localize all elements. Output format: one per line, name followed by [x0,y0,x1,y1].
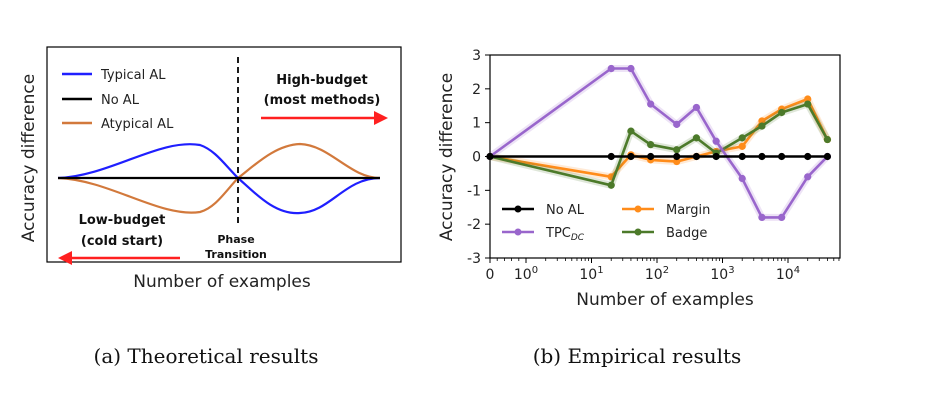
no-al-point [738,152,746,161]
badge-point [607,181,615,189]
no-al-point [627,152,635,161]
y-tick-label: 3 [472,48,481,64]
theoretical-plot-frame [46,46,402,263]
theoretical-x-axis-label: Number of examples [133,272,311,292]
legend-marker-badge [634,228,642,236]
high-budget-sublabel: (most methods) [264,93,381,108]
margin-point [738,142,746,150]
tpc-point [627,64,635,73]
badge-line [489,102,829,187]
badge-point [692,134,701,142]
badge-point [823,135,832,144]
badge-point [738,134,746,142]
tpc-point [692,103,701,112]
badge-point [758,122,766,130]
badge-point [673,146,681,154]
y-tick-label: -2 [467,217,481,233]
empirical-x-axis-label: Number of examples [576,290,754,310]
y-tick-label: 1 [472,116,481,132]
no-al-point [673,152,681,161]
x-tick-label: 100 [514,265,538,283]
margin-line [489,97,829,179]
phase-label: Phase [217,233,254,246]
caption-a: (a) Theoretical results [94,344,319,368]
x-tick-label: 103 [710,265,734,283]
margin-point [804,95,812,103]
phase-sublabel: Transition [205,248,267,261]
tpc-point [804,173,812,181]
empirical-y-axis-label: Accuracy difference [437,73,457,241]
tpc-point [712,137,720,145]
badge-point [804,100,812,108]
legend-label-margin: Margin [666,203,710,218]
legend-marker-tpc [514,228,522,236]
low-budget-sublabel: (cold start) [81,234,163,249]
legend-label-badge: Badge [666,226,707,241]
high-budget-arrow [261,111,388,125]
legend-marker-no-al-b [514,205,522,213]
low-budget-label: Low-budget [79,213,166,228]
x-tick-label: 102 [645,265,669,283]
no-al-point [692,152,701,161]
badge-point [647,141,655,149]
tpc-point [758,213,766,221]
legend-marker-margin [634,205,642,213]
x-tick-label: 101 [579,265,603,283]
x-tick-label: 104 [776,265,800,283]
y-tick-label: -3 [467,251,481,267]
tpc-point [738,174,746,183]
low-budget-arrow [58,251,180,265]
theoretical-legend: Typical AL No AL Atypical AL [62,68,174,132]
y-tick-label: 2 [472,82,481,98]
legend-label-tpc: TPCDC [545,226,585,243]
x-tick-label: 0 [486,267,495,283]
badge-point [778,108,786,117]
no-al-point [804,152,812,161]
legend-label-typical: Typical AL [100,68,166,83]
no-al-point [758,152,766,161]
no-al-point [607,152,615,161]
y-tick-label: -1 [467,183,481,199]
margin-point [673,157,681,166]
no-al-point [647,152,655,161]
legend-label-tpc-sub: DC [571,233,585,243]
badge-point [627,127,635,135]
legend-label-no-al: No AL [101,93,140,108]
caption-b: (b) Empirical results [533,344,742,368]
theoretical-chart: Typical AL No AL Atypical AL High-budget… [19,46,402,292]
no-al-point [823,152,832,161]
empirical-legend: No AL TPCDC Margin Badge [502,203,710,243]
tpc-point [673,120,681,128]
theoretical-y-axis-label: Accuracy difference [19,74,39,242]
no-al-point [778,152,786,161]
legend-label-no-al-b: No AL [546,203,585,218]
no-al-point [712,152,720,161]
tpc-point [607,64,615,73]
legend-label-atypical: Atypical AL [101,117,174,132]
margin-point [758,117,766,125]
legend-label-tpc-main: TPC [545,226,571,241]
y-tick-label: 0 [472,150,481,166]
tpc-point [647,100,655,108]
empirical-chart: -3 -2 -1 0 1 2 3 0 100 101 102 103 104 Accuracy diff… [437,48,841,310]
high-budget-label: High-budget [276,73,368,88]
tpc-point [778,213,786,221]
